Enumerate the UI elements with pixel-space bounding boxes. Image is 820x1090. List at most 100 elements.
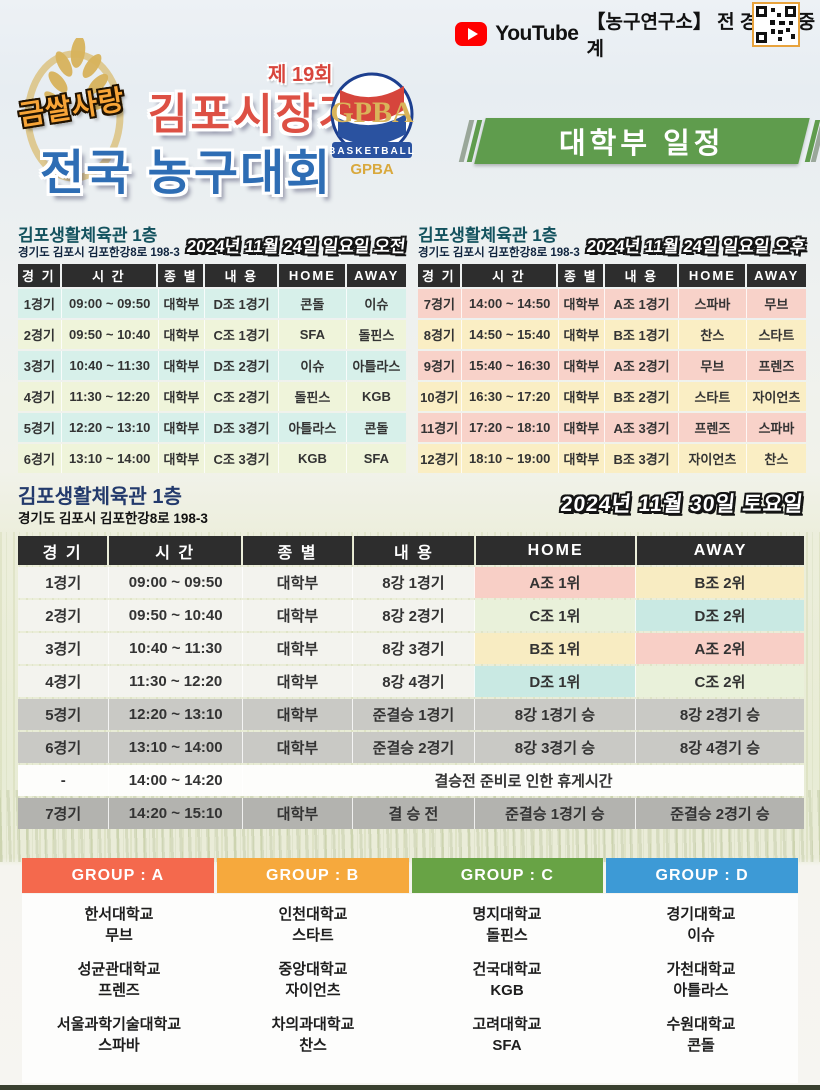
- team-name: SFA: [492, 1037, 522, 1054]
- game-cell: 3경기: [45, 641, 82, 658]
- time-cell: 14:00 ~ 14:20: [108, 765, 242, 796]
- column-header: 경 기: [418, 264, 460, 287]
- column-header: 시 간: [61, 264, 157, 287]
- division-cell: 대학부: [557, 444, 605, 473]
- university-name: 차의과대학교: [271, 1016, 355, 1033]
- team-name: 이슈: [687, 927, 715, 944]
- university-name: 명지대학교: [472, 906, 542, 923]
- content-cell: 준결승 2경기: [352, 732, 474, 763]
- column-header: 시 간: [109, 536, 242, 565]
- game-cell: 5경기: [45, 707, 82, 724]
- home-cell: 무브: [677, 351, 746, 380]
- team-name: 돌핀스: [486, 927, 528, 944]
- division-banner-label: 대학부 일정: [559, 128, 725, 160]
- team-name: 스파바: [98, 1037, 140, 1054]
- division-cell: 대학부: [241, 600, 352, 631]
- university-name: 경기대학교: [666, 906, 736, 923]
- away-cell: 스파바: [745, 413, 806, 442]
- team-entry: 건국대학교 KGB: [472, 959, 541, 1001]
- time-cell: 18:10 ~ 19:00: [460, 444, 558, 473]
- division-cell: 대학부: [241, 567, 352, 598]
- university-name: 서울과학기술대학교: [56, 1016, 182, 1033]
- university-name: 성균관대학교: [77, 961, 161, 978]
- break-text-cell: 결승전 준비로 인한 휴게시간: [241, 765, 804, 796]
- game-cell: 5경기: [23, 421, 55, 436]
- away-cell: 8강 2경기 승: [634, 699, 804, 730]
- venue-name: 김포생활체육관 1층: [18, 486, 182, 508]
- team-name: 콘돌: [687, 1037, 715, 1054]
- division-cell: 대학부: [241, 699, 352, 730]
- column-header: 내 용: [605, 264, 678, 287]
- division-cell: 대학부: [157, 382, 205, 411]
- university-name: 수원대학교: [666, 1016, 736, 1033]
- game-cell: 3경기: [23, 359, 55, 374]
- team-name: 프렌즈: [98, 982, 140, 999]
- table-row: 3경기 10:40 ~ 11:30 대학부 8강 3경기 B조 1위 A조 2위: [18, 633, 804, 664]
- division-cell: 대학부: [557, 351, 605, 380]
- content-cell: 결 승 전: [352, 798, 474, 829]
- game-cell: 12경기: [420, 452, 459, 467]
- away-cell: 스타트: [745, 320, 806, 349]
- group-header: GROUP : A: [22, 858, 214, 893]
- team-entry: 한서대학교 무브: [84, 904, 153, 946]
- table-row: 2경기 09:50 ~ 10:40 대학부 8강 2경기 C조 1위 D조 2위: [18, 600, 804, 631]
- home-cell: B조 1위: [473, 633, 635, 664]
- away-cell: B조 2위: [634, 567, 804, 598]
- team-entry: 중앙대학교 자이언츠: [278, 959, 347, 1001]
- home-cell: 프렌즈: [677, 413, 746, 442]
- university-name: 가천대학교: [666, 961, 736, 978]
- away-cell: 찬스: [745, 444, 806, 473]
- time-cell: 14:50 ~ 15:40: [460, 320, 558, 349]
- game-cell: 6경기: [23, 452, 55, 467]
- edition-label: 제 19회: [268, 64, 333, 86]
- home-cell: 이슈: [277, 351, 346, 380]
- division-cell: 대학부: [241, 732, 352, 763]
- logo-banner-text: BASKETBALL: [330, 146, 414, 157]
- home-cell: 콘돌: [277, 289, 346, 318]
- home-cell: 8강 1경기 승: [473, 699, 635, 730]
- away-cell: 무브: [745, 289, 806, 318]
- column-header: 종 별: [158, 264, 204, 287]
- away-cell: C조 2위: [634, 666, 804, 697]
- qr-code: [752, 2, 800, 47]
- column-header: 내 용: [205, 264, 278, 287]
- time-cell: 13:10 ~ 14:00: [60, 444, 158, 473]
- away-cell: 프렌즈: [745, 351, 806, 380]
- column-header: AWAY: [747, 264, 807, 287]
- time-cell: 11:30 ~ 12:20: [108, 666, 242, 697]
- team-name: KGB: [490, 982, 524, 999]
- date-banner: 2024년 11월 24일 일요일 오후: [586, 237, 807, 256]
- content-cell: A조 1경기: [604, 289, 678, 318]
- away-cell: 준결승 2경기 승: [634, 798, 804, 829]
- content-cell: D조 3경기: [204, 413, 278, 442]
- time-cell: 10:40 ~ 11:30: [60, 351, 158, 380]
- table-row: 7경기 14:00 ~ 14:50 대학부 A조 1경기 스파바 무브: [418, 289, 806, 318]
- away-cell: 이슈: [345, 289, 406, 318]
- venue-name: 김포생활체육관 1층: [418, 226, 558, 245]
- tournament-title-line2: 전국 농구대회: [40, 147, 333, 200]
- away-cell: 자이언츠: [745, 382, 806, 411]
- time-cell: 12:20 ~ 13:10: [108, 699, 242, 730]
- away-cell: KGB: [345, 382, 406, 411]
- svg-text:GPBA: GPBA: [330, 96, 414, 129]
- university-name: 한서대학교: [84, 906, 154, 923]
- team-entry: 차의과대학교 찬스: [272, 1014, 355, 1056]
- time-cell: 16:30 ~ 17:20: [460, 382, 558, 411]
- away-cell: 돌핀스: [345, 320, 406, 349]
- division-cell: 대학부: [157, 351, 205, 380]
- column-header: HOME: [476, 536, 636, 565]
- away-cell: D조 2위: [634, 600, 804, 631]
- table-row: 5경기 12:20 ~ 13:10 대학부 준결승 1경기 8강 1경기 승 8강 2경기…: [18, 699, 804, 730]
- home-cell: 스파바: [677, 289, 746, 318]
- team-entry: 가천대학교 아틀라스: [666, 959, 735, 1001]
- university-name: 건국대학교: [472, 961, 542, 978]
- game-cell: 8경기: [423, 328, 455, 343]
- game-cell: 1경기: [45, 575, 82, 592]
